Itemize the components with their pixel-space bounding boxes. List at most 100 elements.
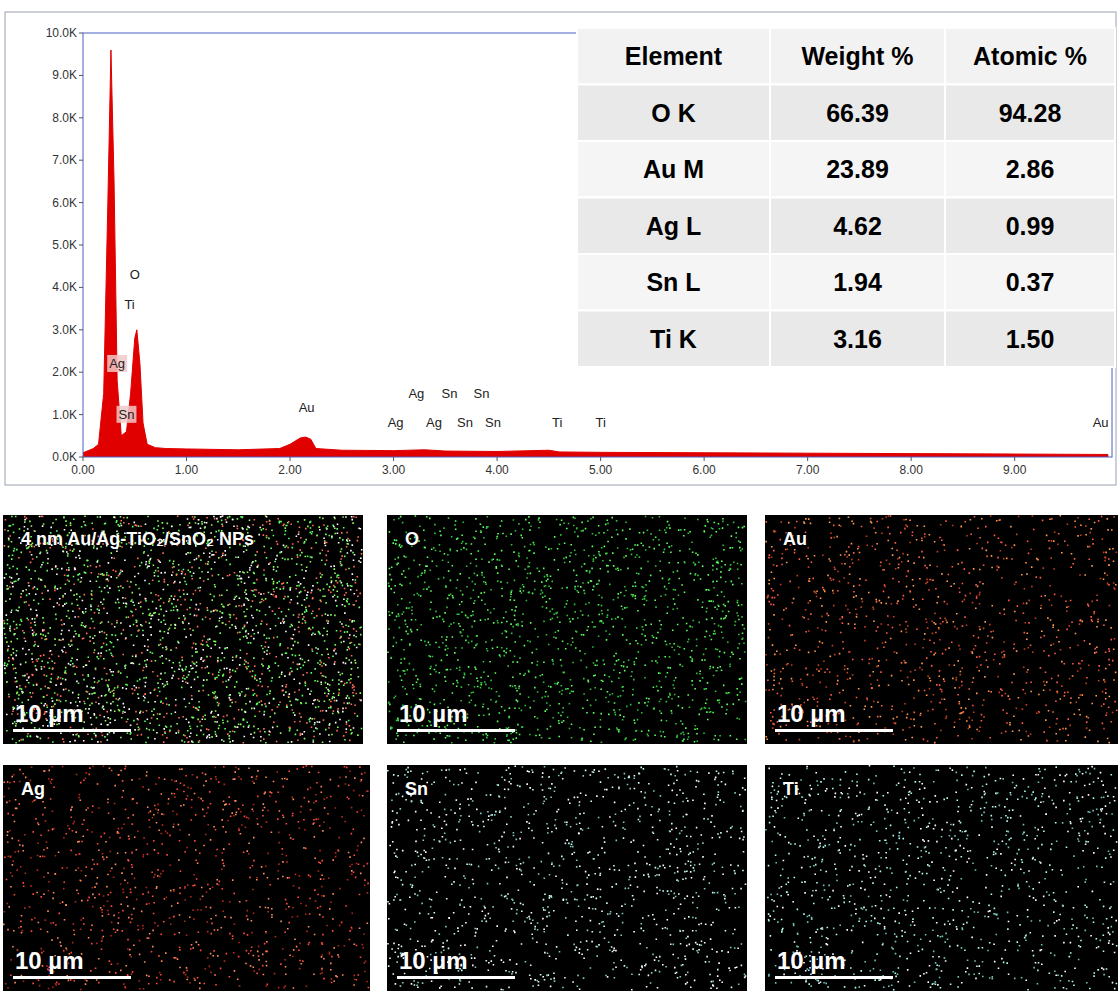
map-dots [767,765,1117,990]
x-tick-label: 0.00 [71,463,95,477]
table-cell [577,311,770,368]
x-tick [497,457,498,461]
table-cell [770,141,945,198]
y-tick-label: 10.0K [46,26,77,40]
y-tick [79,117,83,118]
peak-highlight [107,355,127,372]
x-tick [911,457,912,461]
x-tick-label: 8.00 [899,463,923,477]
peak-label: Sn [442,386,458,401]
y-tick [79,414,83,415]
map-dots [766,515,1118,741]
map-dots [3,767,368,989]
map-dots [387,515,745,743]
table-header: Atomic % [973,42,1087,70]
peak-label: Sn [119,407,135,422]
table-value: 2.86 [1006,155,1055,183]
peak-label: O [130,267,140,282]
peak-label: Ti [595,415,605,430]
table-value: 1.94 [833,268,882,296]
map-dots [4,515,363,743]
y-tick-label: 2.0K [52,365,77,379]
y-tick [79,457,83,458]
x-tick [290,457,291,461]
x-tick [186,457,187,461]
table-cell [945,311,1115,368]
y-tick [79,372,83,373]
map-panel [3,515,363,744]
table-cell [577,198,770,255]
peak-label: Ag [388,415,404,430]
scale-bar [13,729,131,732]
map-panel [765,765,1118,991]
peak-highlight [117,406,137,423]
table-value: Ag L [646,212,702,240]
map-dots [391,766,745,991]
y-tick [79,160,83,161]
map-dots [388,516,747,744]
map-title: Sn [405,779,428,799]
map-dots [768,765,1117,989]
y-tick [79,329,83,330]
table-cell [577,254,770,311]
spectrum-frame [5,12,1116,485]
y-tick-label: 9.0K [52,68,77,82]
table-value: O K [651,99,695,127]
x-tick [600,457,601,461]
map-panel [387,765,747,991]
table-value: Au M [643,155,704,183]
table-header: Weight % [801,42,913,70]
y-tick-label: 1.0K [52,408,77,422]
table-cell [770,28,945,85]
table-cell [577,85,770,142]
table-value: 94.28 [999,99,1062,127]
map-panel [3,765,370,991]
table-value: 1.50 [1006,325,1055,353]
x-tick [1014,457,1015,461]
scale-bar-label: 10 µm [15,700,84,727]
y-tick-label: 8.0K [52,111,77,125]
scale-bar [13,976,131,979]
table-value: Ti K [650,325,697,353]
table-cell [945,141,1115,198]
table-value: 0.37 [1006,268,1055,296]
table-header: Element [625,42,723,70]
scale-bar-label: 10 µm [15,947,84,974]
map-panel [765,515,1118,744]
x-tick [83,457,84,461]
scale-bar [397,976,515,979]
y-tick [79,202,83,203]
y-tick [79,33,83,34]
peak-label: Ag [426,415,442,430]
map-title: Au [783,529,807,549]
table-value: 66.39 [826,99,889,127]
table-cell [770,85,945,142]
scale-bar-label: 10 µm [777,700,846,727]
map-dots [3,515,362,743]
x-tick-label: 1.00 [175,463,199,477]
table-value: 3.16 [833,325,882,353]
table-cell [770,198,945,255]
scale-bar-label: 10 µm [777,947,846,974]
table-cell [945,254,1115,311]
table-cell [577,141,770,198]
scale-bar [397,729,515,732]
map-dots [4,515,361,743]
x-tick-label: 5.00 [589,463,613,477]
x-tick [704,457,705,461]
x-tick-label: 4.00 [485,463,509,477]
y-tick-label: 5.0K [52,238,77,252]
peak-label: Sn [485,415,501,430]
peak-label: Ag [109,356,125,371]
y-tick [79,245,83,246]
map-dots [4,765,369,990]
table-value: 0.99 [1006,212,1055,240]
y-tick-label: 0.0K [52,450,77,464]
x-tick [393,457,394,461]
peak-label: Ag [408,386,424,401]
map-dots [765,767,1114,990]
map-title: Ag [21,779,45,799]
map-dots [765,515,1116,743]
peak-label: Ti [552,415,562,430]
table-value: Sn L [646,268,700,296]
